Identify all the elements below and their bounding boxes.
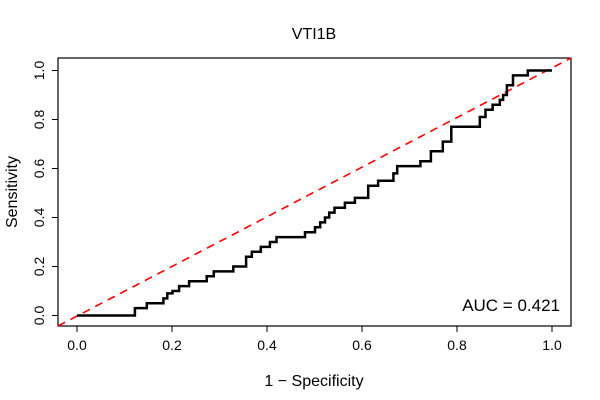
plot-box [57, 57, 572, 327]
y-tick-label: 0.6 [31, 159, 47, 179]
chart-title: VTI1B [292, 26, 336, 43]
x-axis-label: 1 − Specificity [264, 373, 363, 390]
x-axis-ticks: 0.0 0.2 0.4 0.6 0.8 1.0 [67, 326, 562, 353]
x-tick-label: 0.4 [257, 337, 277, 353]
x-tick-label: 0.2 [162, 337, 182, 353]
y-axis-ticks: 0.0 0.2 0.4 0.6 0.8 1.0 [31, 61, 58, 326]
chance-diagonal-line [57, 57, 572, 327]
y-axis-label: Sensitivity [4, 156, 21, 228]
x-tick-label: 0.8 [447, 337, 467, 353]
x-tick-label: 0.6 [352, 337, 372, 353]
auc-annotation: AUC = 0.421 [462, 296, 560, 315]
roc-curve [77, 69, 552, 317]
y-tick-label: 0.2 [31, 257, 47, 277]
y-tick-label: 1.0 [31, 61, 47, 81]
y-tick-label: 0.8 [31, 110, 47, 130]
x-tick-label: 1.0 [542, 337, 562, 353]
x-tick-label: 0.0 [67, 337, 87, 353]
y-tick-label: 0.4 [31, 208, 47, 228]
y-tick-label: 0.0 [31, 306, 47, 326]
